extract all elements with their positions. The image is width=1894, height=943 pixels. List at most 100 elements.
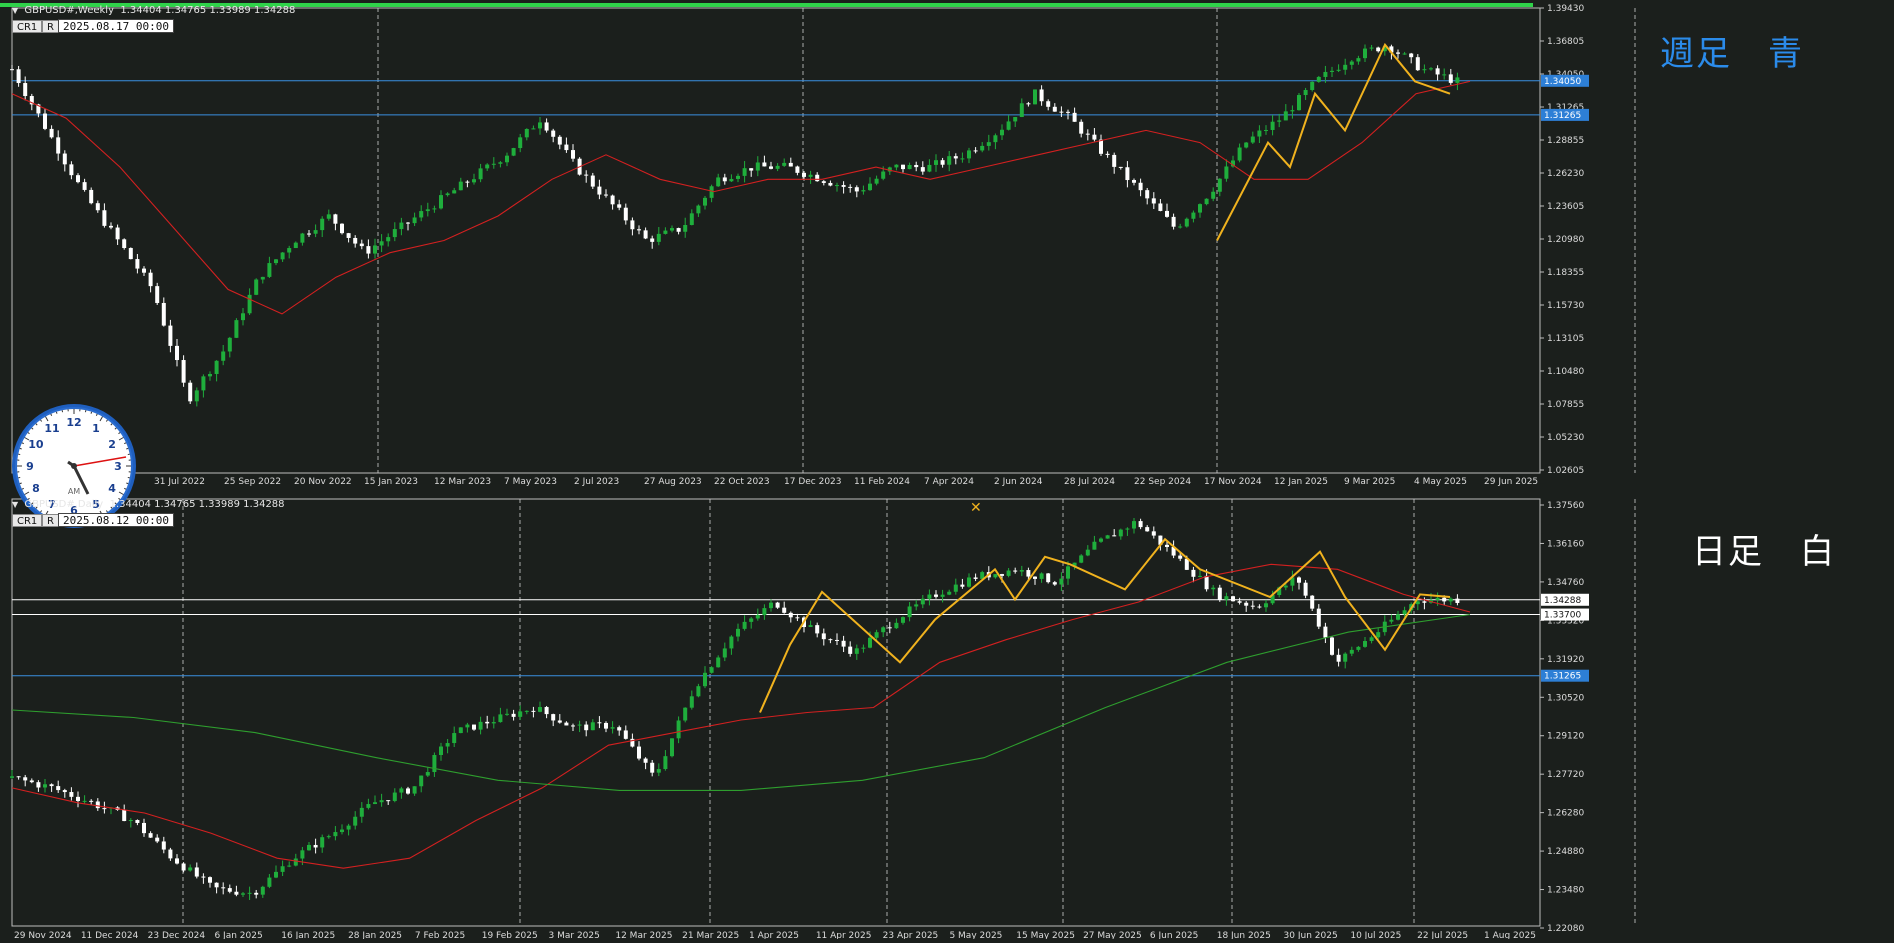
weekly-candle-body (723, 177, 727, 181)
weekly-candle-body (782, 163, 786, 166)
daily-candle-body (934, 595, 938, 597)
daily-date-label: 16 Jan 2025 (281, 931, 335, 939)
weekly-candle-body (1416, 57, 1420, 70)
daily-candle-body (43, 784, 47, 787)
daily-candle-body (597, 722, 601, 723)
daily-candle-body (142, 823, 146, 833)
daily-date-label: 7 Feb 2025 (415, 931, 465, 939)
daily-candle-body (17, 776, 21, 777)
weekly-candle-body (1376, 48, 1380, 52)
daily-candle-body (1191, 570, 1195, 577)
weekly-candle-body (116, 228, 120, 240)
weekly-candle-body (1304, 90, 1308, 95)
weekly-candle-body (1370, 48, 1374, 49)
daily-candle-body (894, 623, 898, 628)
weekly-candle-body (881, 172, 885, 179)
weekly-price-label: 1.26230 (1547, 169, 1584, 179)
weekly-candle-body (340, 224, 344, 233)
weekly-candle-body (102, 210, 106, 226)
daily-candle-body (1086, 550, 1090, 556)
daily-candle-body (1238, 601, 1242, 603)
crosshair-marker-icon: ✕ (970, 500, 982, 516)
daily-candle-body (1317, 609, 1321, 627)
daily-candle-body (1106, 535, 1110, 538)
weekly-candle-body (380, 241, 384, 245)
daily-time-box[interactable]: 2025.08.12 00:00 (58, 513, 174, 527)
daily-candle-body (50, 784, 54, 786)
daily-candle-body (835, 640, 839, 641)
daily-candle-body (901, 617, 905, 623)
daily-date-label: 18 Jun 2025 (1217, 931, 1271, 939)
daily-candle-body (287, 866, 291, 867)
weekly-time-box[interactable]: 2025.08.17 00:00 (58, 19, 174, 33)
daily-candle-body (505, 714, 509, 715)
weekly-candle-body (974, 150, 978, 151)
daily-candle-body (201, 877, 205, 878)
daily-candle-body (822, 633, 826, 639)
daily-candle-body (465, 725, 469, 728)
daily-candle-body (518, 711, 522, 716)
daily-candle-body (960, 585, 964, 587)
clock-numeral: 9 (26, 460, 34, 473)
daily-candle-body (941, 595, 945, 597)
weekly-candle-body (512, 148, 516, 156)
daily-candle-body (1389, 620, 1393, 622)
weekly-candle-body (650, 238, 654, 241)
daily-candle-body (30, 780, 34, 782)
weekly-r-tag[interactable]: R (42, 20, 59, 33)
daily-candle-body (736, 629, 740, 637)
daily-candle-body (974, 577, 978, 578)
weekly-price-label: 1.02605 (1547, 466, 1584, 476)
weekly-price-label: 1.23605 (1547, 202, 1584, 212)
daily-candle-body (1000, 574, 1004, 576)
weekly-candle-body (564, 145, 568, 150)
weekly-candle-body (314, 230, 318, 234)
daily-candle-body (261, 887, 265, 895)
daily-title: GBPUSD#,Daily (24, 499, 103, 510)
clock-tick (126, 448, 128, 449)
daily-candle-body (690, 696, 694, 707)
weekly-candle-body (1125, 167, 1129, 180)
daily-candle-body (1264, 603, 1268, 607)
daily-candle-body (545, 707, 549, 714)
weekly-candle-body (10, 69, 14, 70)
daily-candle-body (1178, 556, 1182, 559)
weekly-candle-body (584, 175, 588, 176)
weekly-candle-body (1106, 154, 1110, 155)
daily-price-label: 1.29120 (1547, 732, 1584, 742)
daily-candle-body (314, 845, 318, 848)
daily-price-label: 1.36160 (1547, 539, 1584, 549)
weekly-candle-body (518, 137, 522, 148)
weekly-cr1-tag[interactable]: CR1 (12, 20, 42, 33)
daily-price-label: 1.37560 (1547, 501, 1584, 511)
weekly-date-label: 2 Jul 2023 (574, 477, 619, 487)
daily-candle-body (10, 776, 14, 778)
daily-candle-body (531, 711, 535, 712)
daily-candle-body (76, 797, 80, 801)
weekly-candle-body (353, 238, 357, 244)
daily-cr1-tag[interactable]: CR1 (12, 514, 42, 527)
daily-candle-body (215, 883, 219, 888)
weekly-candle-body (1007, 121, 1011, 129)
daily-candle-body (828, 639, 832, 640)
weekly-candle-body (50, 129, 54, 137)
daily-candle-body (908, 606, 912, 617)
weekly-candle-body (1323, 72, 1327, 77)
collapse-triangle-icon[interactable]: ▼ (12, 6, 18, 15)
weekly-candle-body (274, 259, 278, 263)
weekly-candle-body (1059, 112, 1063, 113)
collapse-triangle-icon[interactable]: ▼ (12, 500, 18, 509)
weekly-candle-body (809, 175, 813, 177)
daily-candle-body (168, 850, 172, 859)
daily-candle-body (452, 733, 456, 743)
daily-header: ▼ GBPUSD#,Daily 1.34404 1.34765 1.33989 … (12, 499, 285, 510)
daily-date-label: 30 Jun 2025 (1284, 931, 1338, 939)
weekly-candle-body (479, 168, 483, 179)
weekly-candle-body (789, 163, 793, 167)
weekly-candle-body (637, 229, 641, 230)
weekly-candle-body (373, 245, 377, 253)
daily-r-tag[interactable]: R (42, 514, 59, 527)
weekly-candle-body (1350, 62, 1354, 65)
